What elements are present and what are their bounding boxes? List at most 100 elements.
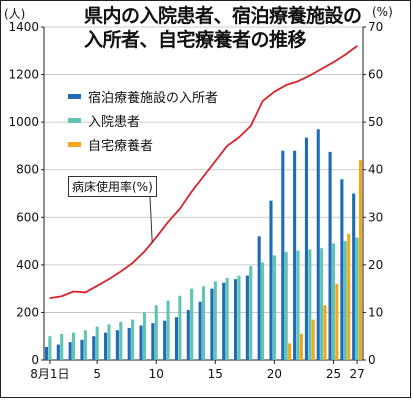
x-tick-label-1: 5 bbox=[93, 367, 101, 381]
legend-label-hospital: 入院患者 bbox=[88, 114, 141, 130]
x-tick-label-6: 27 bbox=[349, 367, 364, 381]
bed-occupancy-callout: 病床使用率(%) bbox=[68, 176, 157, 197]
legend-item-hospital: 入院患者 bbox=[68, 109, 218, 131]
legend-swatch-hospital bbox=[68, 117, 81, 123]
bar-home-day-23 bbox=[311, 319, 315, 360]
x-tick-label-2: 10 bbox=[149, 367, 164, 381]
bar-hospital-day-10 bbox=[154, 305, 158, 360]
bar-hotel-day-12 bbox=[174, 317, 179, 360]
bar-hospital-day-12 bbox=[178, 295, 182, 360]
bar-hospital-day-1 bbox=[48, 336, 52, 360]
bed-occupancy-point-day-22 bbox=[297, 80, 299, 82]
bar-hospital-day-11 bbox=[166, 300, 170, 360]
chart-title: 県内の入院患者、宿泊療養施設の 入所者、自宅療養者の推移 bbox=[84, 4, 374, 52]
bar-hotel-day-19 bbox=[257, 236, 261, 360]
right-tick-label-0: 0 bbox=[368, 353, 376, 367]
bar-hotel-day-13 bbox=[186, 310, 190, 360]
bed-occupancy-point-day-14 bbox=[202, 175, 205, 177]
x-tick-label-4: 20 bbox=[267, 367, 282, 381]
right-tick-label-5: 50 bbox=[368, 115, 383, 129]
bar-hospital-day-13 bbox=[190, 288, 194, 360]
bar-home-day-21 bbox=[288, 343, 292, 360]
bar-hotel-day-1 bbox=[44, 346, 49, 360]
bar-hotel-day-7 bbox=[115, 330, 119, 360]
bar-hotel-day-26 bbox=[340, 179, 344, 360]
bar-hotel-day-16 bbox=[222, 282, 226, 360]
bed-occupancy-point-day-13 bbox=[191, 190, 193, 193]
bar-hospital-day-8 bbox=[131, 319, 135, 360]
bed-occupancy-point-day-20 bbox=[273, 91, 275, 93]
right-tick-label-4: 40 bbox=[368, 163, 383, 177]
bed-occupancy-point-day-24 bbox=[321, 68, 323, 70]
right-tick-label-6: 60 bbox=[368, 68, 383, 82]
legend-label-hotel: 宿泊療養施設の入所者 bbox=[88, 90, 219, 106]
x-tick-label-3: 15 bbox=[208, 367, 223, 381]
right-tick-label-1: 10 bbox=[368, 305, 383, 319]
bar-hotel-day-24 bbox=[316, 129, 320, 360]
legend-label-home: 自宅療養者 bbox=[88, 138, 154, 154]
bar-hotel-day-3 bbox=[68, 342, 72, 360]
bed-occupancy-point-day-8 bbox=[132, 262, 134, 264]
bar-home-day-26 bbox=[347, 233, 351, 360]
bar-hospital-day-21 bbox=[284, 251, 288, 360]
bed-occupancy-point-day-17 bbox=[238, 136, 240, 138]
bar-hotel-day-6 bbox=[104, 332, 108, 360]
bed-occupancy-point-day-4 bbox=[84, 291, 86, 294]
bar-hospital-day-27 bbox=[355, 237, 359, 360]
bar-hotel-day-25 bbox=[328, 151, 332, 360]
bed-occupancy-point-day-23 bbox=[309, 74, 311, 77]
bed-occupancy-point-day-15 bbox=[214, 160, 216, 162]
bed-occupancy-point-day-10 bbox=[155, 236, 157, 238]
bed-occupancy-point-day-9 bbox=[143, 250, 146, 253]
left-tick-label-0: 0 bbox=[31, 353, 39, 367]
right-tick-label-3: 30 bbox=[368, 210, 383, 224]
right-tick-label-7: 70 bbox=[368, 20, 383, 34]
bed-occupancy-point-day-18 bbox=[250, 125, 252, 127]
legend-swatch-hotel bbox=[68, 93, 81, 99]
bar-hospital-day-25 bbox=[331, 243, 336, 360]
bar-hotel-day-17 bbox=[233, 279, 238, 360]
left-tick-label-6: 1200 bbox=[8, 68, 39, 82]
legend-swatch-home bbox=[68, 141, 81, 147]
bar-hospital-day-18 bbox=[249, 266, 253, 360]
bar-hotel-day-9 bbox=[139, 325, 143, 360]
bar-hotel-day-4 bbox=[80, 339, 84, 360]
bed-occupancy-point-day-16 bbox=[226, 145, 228, 147]
bar-hospital-day-24 bbox=[320, 248, 324, 360]
bar-hotel-day-22 bbox=[293, 150, 297, 360]
left-axis-unit: (人) bbox=[4, 7, 26, 21]
bed-occupancy-point-day-3 bbox=[72, 290, 75, 293]
bed-occupancy-point-day-5 bbox=[96, 285, 98, 287]
right-tick-label-2: 20 bbox=[368, 258, 383, 272]
chart-title-line-1: 県内の入院患者、宿泊療養施設の bbox=[84, 5, 362, 27]
bar-hotel-day-8 bbox=[127, 327, 131, 360]
bar-hotel-day-15 bbox=[210, 288, 214, 360]
x-tick-label-0: 8月1日 bbox=[30, 367, 69, 381]
bar-hospital-day-4 bbox=[83, 330, 87, 360]
bed-occupancy-point-day-21 bbox=[285, 84, 287, 86]
bar-hospital-day-17 bbox=[237, 275, 241, 360]
chart-title-line-2: 入所者、自宅療養者の推移 bbox=[84, 29, 307, 51]
bed-occupancy-point-day-6 bbox=[108, 278, 110, 280]
bed-occupancy-point-day-1 bbox=[49, 297, 51, 299]
bed-occupancy-point-day-26 bbox=[344, 53, 346, 56]
bar-hotel-day-23 bbox=[304, 137, 308, 360]
bar-hospital-day-6 bbox=[107, 324, 111, 360]
bar-hospital-day-9 bbox=[142, 312, 146, 360]
bar-hotel-day-20 bbox=[269, 200, 273, 360]
bar-hotel-day-27 bbox=[352, 193, 356, 360]
bar-hospital-day-15 bbox=[213, 281, 217, 360]
bar-hospital-day-14 bbox=[201, 286, 206, 360]
bed-occupancy-point-day-11 bbox=[167, 221, 169, 223]
bar-hotel-day-5 bbox=[92, 336, 96, 360]
bar-hospital-day-22 bbox=[296, 250, 300, 360]
bar-hotel-day-2 bbox=[56, 344, 60, 360]
bar-hospital-day-2 bbox=[60, 333, 64, 360]
bar-hospital-day-3 bbox=[71, 332, 76, 360]
bar-hospital-day-16 bbox=[225, 277, 229, 360]
x-tick-label-5: 25 bbox=[326, 367, 341, 381]
bar-home-day-25 bbox=[335, 283, 339, 360]
bar-hotel-day-10 bbox=[151, 323, 155, 360]
bar-hotel-day-14 bbox=[198, 301, 202, 360]
